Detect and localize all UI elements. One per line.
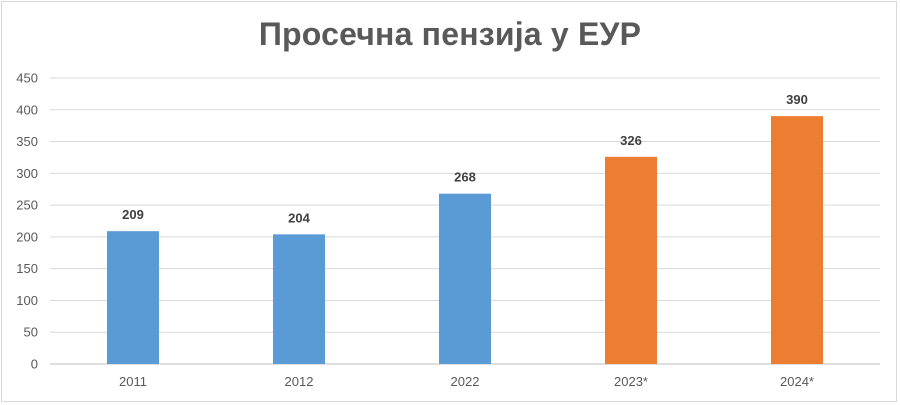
y-tick-label: 150 bbox=[16, 261, 38, 276]
x-tick-label: 2024* bbox=[780, 374, 814, 389]
y-tick-label: 200 bbox=[16, 229, 38, 244]
data-label: 326 bbox=[620, 133, 642, 148]
data-label: 268 bbox=[454, 170, 476, 185]
y-tick-label: 300 bbox=[16, 166, 38, 181]
bar-2011 bbox=[107, 231, 159, 364]
x-tick-label: 2022 bbox=[451, 374, 480, 389]
data-label: 209 bbox=[122, 207, 144, 222]
chart-title: Просечна пензија у ЕУР bbox=[258, 16, 642, 52]
y-tick-label: 100 bbox=[16, 293, 38, 308]
x-tick-label: 2011 bbox=[119, 374, 147, 389]
y-tick-label: 450 bbox=[16, 71, 38, 86]
y-tick-label: 250 bbox=[16, 198, 38, 213]
data-label: 390 bbox=[786, 92, 808, 107]
bar-2023-star bbox=[605, 156, 657, 364]
bar-2012 bbox=[273, 234, 325, 364]
bar-2022 bbox=[439, 193, 491, 364]
bar-2024-star bbox=[771, 116, 823, 364]
y-tick-label: 350 bbox=[16, 134, 38, 149]
x-tick-label: 2012 bbox=[285, 374, 314, 389]
data-label: 204 bbox=[288, 210, 310, 225]
y-tick-label: 50 bbox=[24, 325, 38, 340]
y-tick-label: 0 bbox=[31, 357, 38, 372]
y-tick-label: 400 bbox=[16, 102, 38, 117]
x-tick-label: 2023* bbox=[614, 374, 648, 389]
